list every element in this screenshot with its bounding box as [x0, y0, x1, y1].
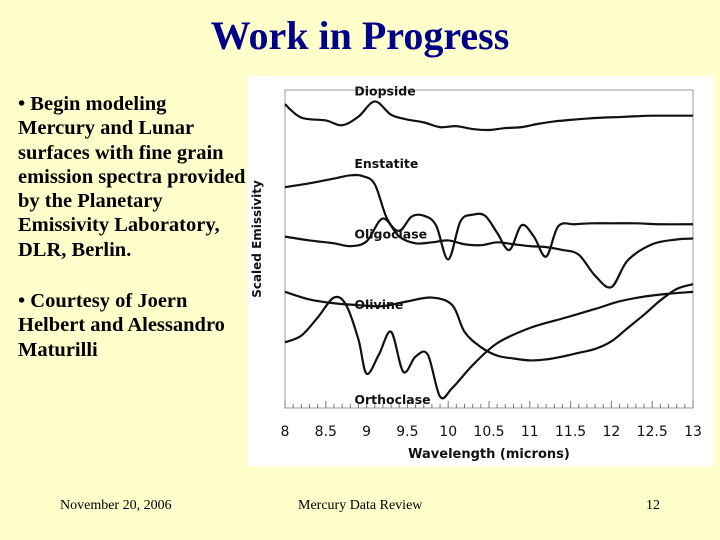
x-axis-label: Wavelength (microns)	[408, 447, 570, 462]
series-line-oligoclase	[284, 217, 694, 289]
x-tick-label: 8	[281, 424, 290, 440]
x-tick-label: 11	[521, 424, 539, 440]
footer-title: Mercury Data Review	[298, 498, 423, 513]
series-label-diopside: Diopside	[354, 84, 415, 99]
series-line-olivine	[284, 283, 694, 362]
series-line-enstatite	[284, 173, 694, 261]
series-line-orthoclase	[284, 290, 694, 400]
y-axis-label: Scaled Emissivity	[250, 180, 264, 298]
x-tick-label: 9.5	[396, 424, 418, 440]
series-label-enstatite: Enstatite	[354, 156, 418, 171]
bullet-item: • Courtesy of Joern Helbert and Alessand…	[18, 290, 225, 361]
series-label-oligoclase: Oligoclase	[354, 227, 427, 242]
series-label-orthoclase: Orthoclase	[354, 392, 430, 407]
x-tick-label: 11.5	[555, 424, 586, 440]
x-tick-label: 9	[362, 424, 371, 440]
x-tick-label: 10	[439, 424, 457, 440]
x-tick-label: 13	[684, 424, 702, 440]
emissivity-chart: 8 8.5 9 9.5 10 10.5 11 11.5 12 12.5 13 Wavelength (…	[247, 76, 713, 466]
x-tick-label: 12.5	[637, 424, 668, 440]
bullet-list: • Begin modeling Mercury and Lunar surfa…	[18, 92, 248, 362]
bullet-item: • Begin modeling Mercury and Lunar surfa…	[18, 93, 246, 261]
x-tick-label: 12	[602, 424, 620, 440]
series-line-diopside	[284, 100, 693, 132]
series-label-olivine: Olivine	[354, 297, 403, 312]
x-tick-label: 10.5	[473, 424, 504, 440]
emissivity-chart-svg: 8 8.5 9 9.5 10 10.5 11 11.5 12 12.5 13 Wavelength (…	[250, 84, 702, 462]
footer-date: November 20, 2006	[60, 498, 172, 513]
page-number: 12	[646, 498, 660, 513]
slide-title: Work in Progress	[210, 13, 510, 58]
x-tick-label: 8.5	[315, 424, 337, 440]
plot-frame	[284, 89, 694, 409]
